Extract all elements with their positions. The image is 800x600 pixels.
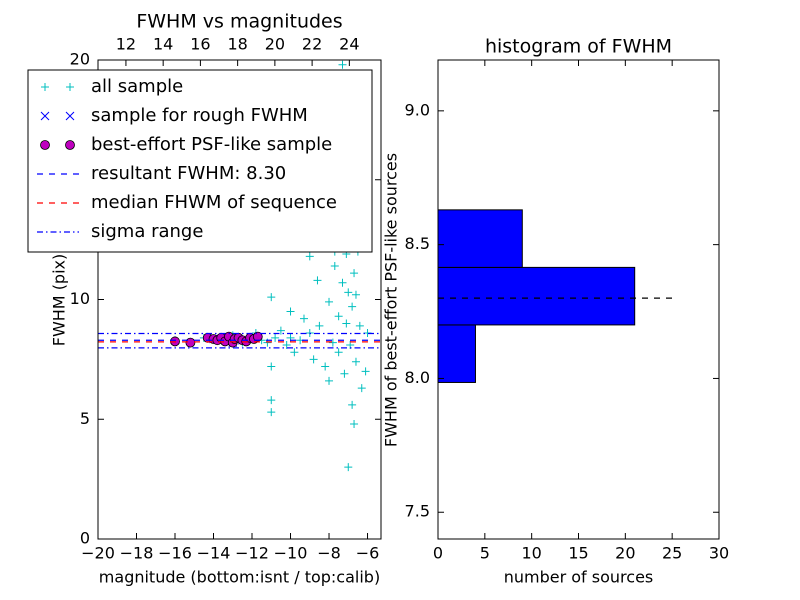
legend-label: best-effort PSF-like sample — [91, 134, 332, 155]
marker-circle — [185, 337, 196, 348]
marker-plus — [315, 321, 324, 330]
legend-box — [27, 69, 373, 253]
x-tick-label: −14 — [197, 544, 231, 563]
x-tick-label: −18 — [120, 544, 154, 563]
x-tick-label: 25 — [662, 544, 682, 563]
marker-plus — [338, 278, 347, 287]
marker-plus — [41, 83, 49, 91]
x-tick-label: −16 — [158, 544, 192, 563]
x-tick-label: 20 — [615, 544, 635, 563]
y-tick-label: 7.5 — [405, 502, 430, 521]
x-axis-label: magnitude (bottom:isnt / top:calib) — [99, 568, 380, 587]
x2-tick-label: 18 — [227, 35, 247, 54]
x-tick-label: 0 — [433, 544, 443, 563]
x-axis-label: number of sources — [504, 568, 654, 587]
marker-plus — [342, 319, 351, 328]
marker-circle — [252, 331, 263, 342]
marker-plus — [325, 376, 334, 385]
marker-plus — [276, 326, 285, 335]
marker-plus — [282, 341, 291, 350]
marker-plus — [267, 362, 276, 371]
y-tick-label: 8.0 — [405, 368, 430, 387]
chart-title: FWHM vs magnitudes — [136, 11, 342, 33]
marker-plus — [351, 290, 360, 299]
marker-plus — [334, 348, 343, 357]
x-tick-label: 10 — [521, 544, 541, 563]
y-tick-label: 10 — [70, 289, 90, 308]
marker-plus — [355, 321, 364, 330]
marker-plus — [344, 288, 353, 297]
marker-plus — [350, 269, 359, 278]
x2-tick-label: 16 — [190, 35, 210, 54]
y-tick-label: 9.0 — [405, 100, 430, 119]
marker-plus — [348, 302, 357, 311]
x2-tick-label: 20 — [265, 35, 285, 54]
marker-x — [65, 111, 75, 121]
marker-plus — [328, 338, 337, 347]
x-tick-label: −6 — [356, 544, 380, 563]
x-tick-label: −20 — [81, 544, 115, 563]
x-tick-label: 15 — [568, 544, 588, 563]
y-tick-label: 8.5 — [405, 234, 430, 253]
marker-plus — [338, 60, 347, 69]
x2-tick-label: 22 — [302, 35, 322, 54]
marker-plus — [330, 261, 339, 270]
marker-plus — [290, 348, 299, 357]
marker-plus — [267, 293, 276, 302]
y-axis-label: FWHM of best-effort PSF-like sources — [382, 153, 401, 447]
x-tick-label: 30 — [709, 544, 729, 563]
marker-plus — [66, 83, 74, 91]
marker-plus — [309, 355, 318, 364]
marker-plus — [286, 307, 295, 316]
x-tick-label: −8 — [317, 544, 341, 563]
histogram-bar — [438, 266, 636, 326]
marker-plus — [325, 297, 334, 306]
chart-title: histogram of FWHM — [485, 36, 672, 58]
x2-tick-label: 24 — [339, 35, 359, 54]
x-tick-label: −10 — [274, 544, 308, 563]
marker-plus — [305, 252, 314, 261]
marker-plus — [340, 369, 349, 378]
y-tick-label: 5 — [80, 409, 90, 428]
y-tick-label: 0 — [80, 529, 90, 548]
legend-label: sigma range — [91, 221, 203, 242]
x2-tick-label: 12 — [116, 35, 136, 54]
legend-label: sample for rough FWHM — [91, 105, 308, 126]
histogram-bar — [438, 209, 523, 268]
marker-plus — [271, 333, 280, 342]
y-axis-label: FWHM (pix) — [50, 254, 69, 347]
x-tick-label: −12 — [235, 544, 269, 563]
marker-plus — [350, 420, 359, 429]
x-tick-label: 5 — [480, 544, 490, 563]
marker-plus — [344, 463, 353, 472]
marker-plus — [267, 408, 276, 417]
legend-label: resultant FWHM: 8.30 — [91, 163, 286, 184]
legend-label: median FHWM of sequence — [91, 192, 337, 213]
marker-plus — [321, 362, 330, 371]
marker-plus — [313, 276, 322, 285]
marker-plus — [334, 312, 343, 321]
marker-plus — [361, 367, 370, 376]
histogram-bar — [438, 324, 476, 383]
marker-plus — [357, 384, 366, 393]
x2-tick-label: 14 — [153, 35, 173, 54]
marker-plus — [348, 400, 357, 409]
marker-plus — [351, 357, 360, 366]
marker-plus — [299, 314, 308, 323]
legend-label: all sample — [91, 76, 183, 97]
y-tick-label: 20 — [70, 50, 90, 69]
marker-x — [40, 111, 50, 121]
legend: all sample sample for rough FWHM best-effo… — [27, 69, 373, 253]
marker-circle — [40, 140, 50, 150]
marker-plus — [267, 396, 276, 405]
marker-circle — [65, 140, 75, 150]
plot-area — [438, 209, 676, 383]
